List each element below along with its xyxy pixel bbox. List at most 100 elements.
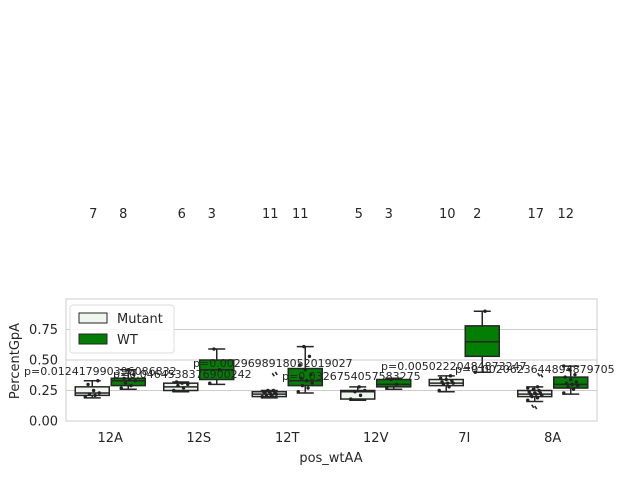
- data-point: [566, 385, 570, 389]
- data-point: [297, 363, 302, 367]
- data-point: [564, 381, 569, 385]
- x-axis-label: pos_wtAA: [299, 451, 362, 466]
- mutant-count: 6: [178, 207, 186, 222]
- data-point: [574, 380, 579, 384]
- data-point: [126, 368, 130, 372]
- data-point: [562, 364, 566, 368]
- data-point: [304, 379, 309, 383]
- data-point: [567, 368, 572, 372]
- data-point: [569, 377, 573, 382]
- data-point: [129, 383, 133, 388]
- y-tick-labels: 0.00 0.25 0.50 0.75: [29, 323, 58, 430]
- data-point: [483, 309, 487, 313]
- data-point: [576, 383, 580, 388]
- outlier-marker: [531, 404, 535, 409]
- legend: Mutant WT: [69, 304, 175, 354]
- legend-label-mutant: Mutant: [117, 312, 163, 327]
- x-tick-label: 12V: [363, 431, 389, 446]
- box-wt-12A: [110, 369, 146, 391]
- data-point: [573, 372, 577, 377]
- y-tick-label: 0.50: [29, 354, 58, 369]
- data-point: [217, 368, 222, 372]
- data-point: [533, 391, 537, 395]
- box-wt-12V: [376, 377, 412, 391]
- p-value-lower: p=0.0464538376900242: [113, 368, 252, 381]
- y-tick-label: 0.25: [29, 384, 58, 399]
- data-point: [444, 377, 448, 382]
- legend-label-wt: WT: [117, 333, 138, 348]
- data-point: [212, 347, 216, 351]
- data-point: [208, 381, 212, 385]
- x-tick-label: 8A: [544, 431, 561, 446]
- data-point: [358, 393, 363, 398]
- outlier-marker: [540, 373, 544, 378]
- data-point: [526, 398, 530, 402]
- box-body: [110, 377, 146, 387]
- outlier-marker: [271, 372, 275, 377]
- legend-swatch-mutant: [78, 312, 108, 324]
- legend-swatch-wt: [78, 333, 108, 345]
- y-tick-label: 0.75: [29, 323, 58, 338]
- x-tick-label: 7I: [458, 431, 470, 446]
- data-point: [563, 375, 567, 379]
- data-point: [302, 344, 306, 349]
- p-value-annotations: p=0.012417990396086832p=0.04645383769002…: [24, 357, 615, 383]
- box-wt-7I: [464, 310, 500, 373]
- data-point: [389, 377, 393, 382]
- x-tick-labels: 12A 12S 12T 12V 7I 8A: [98, 431, 562, 446]
- y-axis-label: PercentGpA: [8, 323, 23, 399]
- data-point: [357, 385, 361, 389]
- mutant-count: 10: [439, 207, 456, 222]
- data-point: [306, 386, 310, 390]
- data-point: [174, 380, 179, 384]
- wt-count: 3: [385, 207, 393, 222]
- data-point: [537, 388, 541, 393]
- data-point: [353, 390, 357, 394]
- p-value-upper: p=0.0029698918052019027: [193, 357, 353, 370]
- wt-count: 3: [208, 207, 216, 222]
- box-mutant-12V: [340, 386, 376, 402]
- x-tick-label: 12A: [98, 431, 124, 446]
- p-value-upper: p=0.012417990396086832: [24, 365, 177, 378]
- wt-count: 2: [473, 207, 481, 222]
- data-point: [133, 379, 137, 383]
- data-point: [96, 379, 100, 383]
- data-point: [438, 376, 443, 380]
- data-point: [300, 383, 305, 388]
- box-wt-12S: [199, 348, 235, 386]
- data-point: [97, 391, 101, 395]
- data-point: [570, 382, 574, 387]
- data-point: [526, 386, 530, 390]
- mutant-count: 11: [262, 207, 279, 222]
- data-point: [437, 388, 441, 393]
- data-point: [309, 372, 313, 377]
- data-point: [440, 380, 444, 384]
- data-point: [186, 382, 190, 387]
- data-point: [86, 382, 90, 387]
- data-point: [385, 386, 389, 390]
- box-body: [553, 376, 589, 389]
- data-point: [445, 381, 450, 385]
- sample-counts: 7 8 6 3 11 11 5 3 10 2 17 12: [89, 207, 574, 222]
- data-point: [93, 393, 97, 398]
- box-body: [340, 389, 376, 400]
- wt-count: 12: [557, 207, 574, 222]
- data-point: [535, 385, 540, 389]
- mutant-count: 7: [89, 207, 97, 222]
- data-point: [266, 388, 270, 393]
- x-tick-label: 12T: [275, 431, 300, 446]
- data-point: [303, 368, 307, 372]
- data-point: [127, 377, 132, 382]
- data-point: [119, 386, 123, 390]
- mutant-count: 17: [527, 207, 544, 222]
- strip-points: [83, 309, 580, 402]
- data-point: [531, 387, 536, 391]
- data-point: [271, 388, 276, 393]
- data-point: [299, 376, 303, 380]
- data-point: [176, 383, 180, 388]
- data-point: [132, 372, 136, 377]
- data-point: [394, 382, 399, 387]
- data-point: [260, 394, 264, 399]
- x-tick-label: 12S: [186, 431, 211, 446]
